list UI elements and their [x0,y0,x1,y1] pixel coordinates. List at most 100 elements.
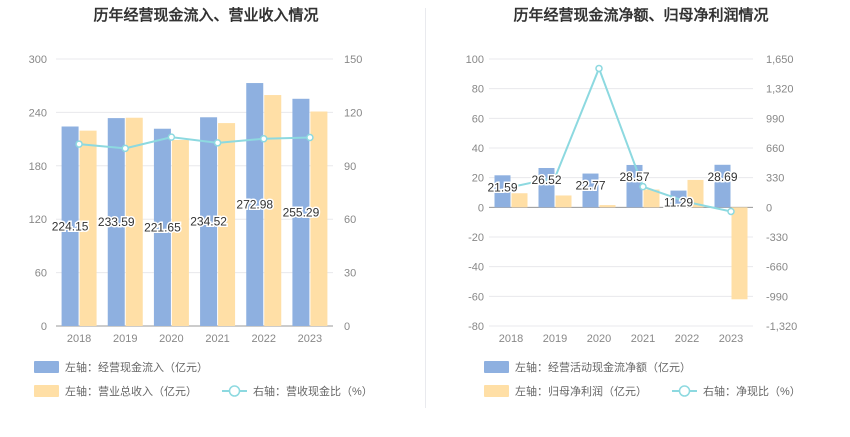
data-label: 22.77 [575,179,605,193]
data-label: 21.59 [487,180,517,194]
bar [494,175,511,208]
bar [310,111,328,326]
legend-label: 右轴：净现比（%） [703,384,801,398]
right-axis-tick-label: 660 [766,143,784,155]
legend-label: 左轴：归母净利润（亿元） [515,384,647,398]
x-axis-tick-label: 2021 [205,333,229,345]
data-label: 224.15 [52,219,89,233]
right-axis-tick-label: 1,650 [766,54,794,66]
right-axis-tick-label: 60 [344,214,356,226]
bar [731,207,748,300]
data-label: 234.52 [190,215,227,229]
line-point [121,144,129,153]
chart-title: 历年经营现金流入、营业收入情况 [93,6,318,24]
bar [292,98,310,326]
right-axis-tick-label: 990 [766,113,784,125]
data-label: 28.57 [619,170,649,184]
bar [511,193,528,208]
net-cashflow-profit-chart: 历年经营现金流净额、归母净利润情况 -80 -60 -40 -20 0 20 40 60 80 10… [466,6,801,398]
legend-swatch [34,385,59,397]
line-point [507,183,515,191]
legend-label: 左轴：经营活动现金流净额（亿元） [515,360,691,374]
right-axis-tick-label: 150 [344,54,362,66]
x-axis-tick-label: 2021 [631,333,655,345]
left-axis-tick-label: 180 [29,161,47,173]
data-label: 26.52 [531,173,561,187]
bar [171,139,189,326]
left-axis-tick-label: -20 [468,232,484,244]
x-axis-tick-label: 2022 [252,333,276,345]
x-axis-tick-label: 2018 [67,333,91,345]
line-series [510,65,732,213]
left-axis-tick-label: 300 [29,54,47,66]
right-axis-tick-label: 30 [344,268,356,280]
x-axis-tick-label: 2018 [499,333,523,345]
line-point [727,207,735,216]
left-axis-tick-label: 60 [472,113,484,125]
left-axis-tick-label: 100 [466,54,484,66]
x-axis-tick-label: 2023 [719,333,743,345]
left-axis-tick-label: 0 [41,321,47,333]
bar [264,95,282,326]
legend-line-marker [678,385,691,397]
bar [153,128,171,326]
bar [107,118,125,327]
line-point [260,134,268,143]
line-point [306,133,314,142]
chart-title: 历年经营现金流净额、归母净利润情况 [513,6,768,24]
bar [79,130,97,326]
data-label: 233.59 [98,215,135,229]
legend-label: 右轴：营收现金比（%） [253,384,373,398]
legend-label: 左轴：经营现金流入（亿元） [65,360,208,374]
panel-divider [425,8,426,408]
right-axis-tick-label: 1,320 [766,84,794,96]
data-label: 11.29 [664,196,693,210]
x-axis-tick-label: 2019 [543,333,567,345]
bar [687,179,704,208]
data-label: 28.69 [707,170,737,184]
right-axis-tick-label: 90 [344,161,356,173]
data-label: 255.29 [283,205,320,219]
legend-swatch [484,361,509,373]
cash-inflow-revenue-chart: 历年经营现金流入、营业收入情况 0 60 120 180 240 300 0 30 60 90 120… [29,6,373,398]
bar [218,123,236,326]
line-series [78,136,310,150]
right-axis-tick-label: -990 [766,291,788,303]
left-axis-tick-label: -80 [468,321,484,333]
line-point [683,198,691,206]
bar [125,117,143,327]
line-point [551,173,559,182]
bar [200,117,218,327]
data-label: 221.65 [144,220,181,234]
right-axis-tick-label: 330 [766,173,784,185]
bar [714,164,731,208]
line-point [213,139,222,147]
legend-label: 左轴：营业总收入（亿元） [65,384,197,398]
left-axis-tick-label: 20 [472,173,484,185]
left-axis-tick-label: 0 [478,202,484,214]
right-axis-tick-label: 0 [344,321,350,333]
bar [61,126,79,326]
line-point [595,64,603,73]
bar [599,205,616,208]
bar [643,189,660,208]
right-axis-tick-label: 0 [766,202,772,214]
x-axis-tick-label: 2020 [587,333,611,345]
x-axis-tick-label: 2019 [113,333,137,345]
x-axis-tick-label: 2023 [298,333,322,345]
right-axis-tick-label: -330 [766,232,788,244]
left-axis-tick-label: 120 [29,214,47,226]
left-axis-tick-label: -40 [468,262,484,274]
right-axis-tick-label: -1,320 [766,321,797,333]
legend-swatch [34,361,59,373]
right-axis-tick-label: 120 [344,107,362,119]
x-axis-tick-label: 2022 [675,333,699,345]
left-axis-tick-label: -60 [468,291,484,303]
left-axis-tick-label: 40 [472,143,484,155]
bar [246,83,264,327]
line-point [167,133,176,141]
x-axis-tick-label: 2020 [159,333,183,345]
left-axis-tick-label: 60 [35,268,47,280]
legend-line-marker [228,385,241,397]
